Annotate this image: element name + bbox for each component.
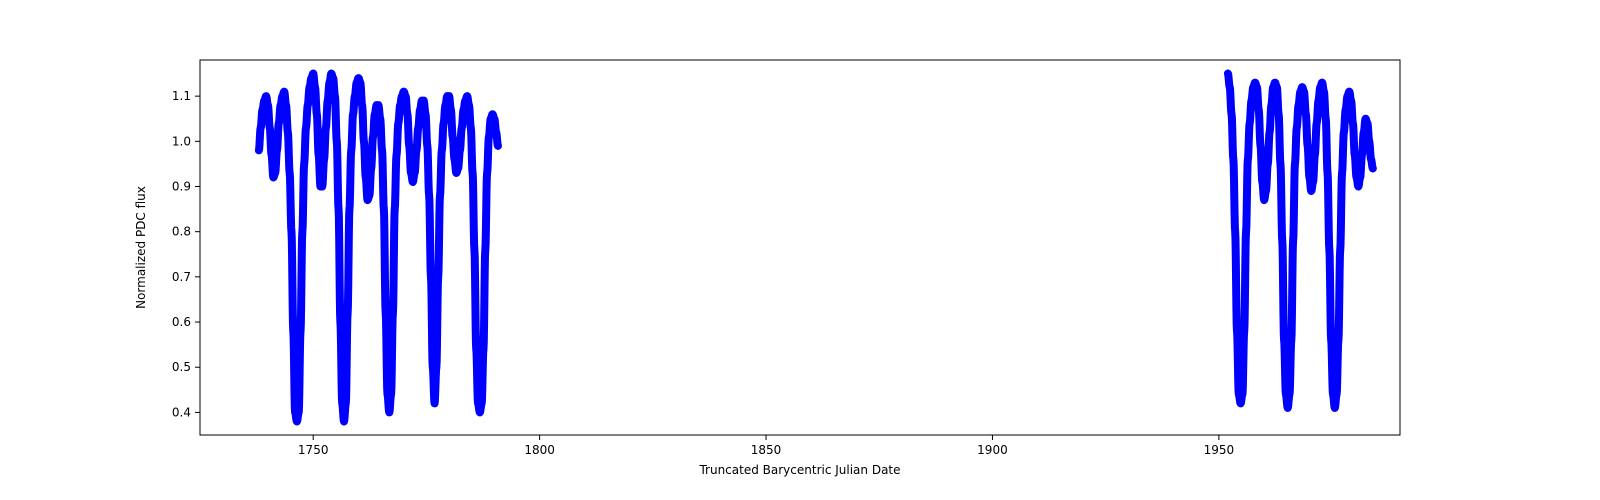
series-segment bbox=[259, 74, 498, 422]
x-tick-label: 1750 bbox=[298, 443, 329, 457]
x-axis-label: Truncated Barycentric Julian Date bbox=[698, 463, 900, 477]
series-segment bbox=[1228, 74, 1373, 408]
y-axis-label: Normalized PDC flux bbox=[134, 186, 148, 309]
y-tick-label: 1.0 bbox=[172, 134, 191, 148]
y-tick-label: 0.9 bbox=[172, 180, 191, 194]
y-tick-label: 0.5 bbox=[172, 360, 191, 374]
x-tick-label: 1800 bbox=[524, 443, 555, 457]
y-tick-label: 0.4 bbox=[172, 405, 191, 419]
data-series bbox=[259, 74, 1373, 422]
x-ticks: 1750 1800 1850 1900 1950 bbox=[298, 435, 1234, 457]
chart-svg: 1750 1800 1850 1900 1950 0.4 0.5 0.6 0.7 0.8 0.9 1… bbox=[0, 0, 1600, 500]
x-tick-label: 1900 bbox=[977, 443, 1008, 457]
y-tick-label: 0.8 bbox=[172, 225, 191, 239]
x-tick-label: 1950 bbox=[1204, 443, 1235, 457]
y-tick-label: 0.6 bbox=[172, 315, 191, 329]
lightcurve-chart: 1750 1800 1850 1900 1950 0.4 0.5 0.6 0.7 0.8 0.9 1… bbox=[0, 0, 1600, 500]
y-tick-label: 1.1 bbox=[172, 89, 191, 103]
y-tick-label: 0.7 bbox=[172, 270, 191, 284]
y-ticks: 0.4 0.5 0.6 0.7 0.8 0.9 1.0 1.1 bbox=[172, 89, 200, 419]
x-tick-label: 1850 bbox=[751, 443, 782, 457]
